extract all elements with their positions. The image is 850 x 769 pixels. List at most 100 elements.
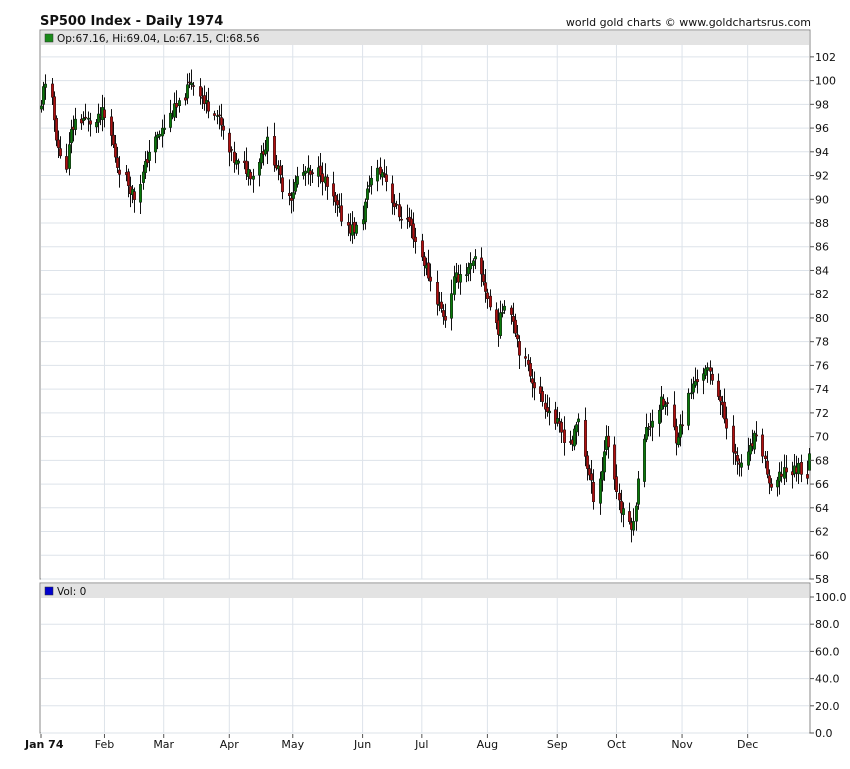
candle xyxy=(82,111,85,126)
candle-body-down xyxy=(336,200,339,206)
candle-body-up xyxy=(368,185,371,187)
candle-body-down xyxy=(127,171,130,187)
candle xyxy=(806,460,809,485)
candle xyxy=(484,268,487,303)
candle xyxy=(510,305,513,325)
candle xyxy=(766,450,769,479)
candle-body-down xyxy=(230,149,233,151)
candle-body-up xyxy=(44,83,47,88)
candle xyxy=(749,438,752,462)
candle xyxy=(482,260,485,286)
candle-body-down xyxy=(133,191,136,200)
candle xyxy=(489,289,492,311)
candle-body-down xyxy=(736,455,739,462)
candle xyxy=(188,72,191,89)
candle xyxy=(764,450,767,469)
candle-body-down xyxy=(332,183,335,197)
candle xyxy=(410,209,413,239)
candle-body-up xyxy=(465,274,468,276)
candle xyxy=(273,122,276,172)
candle-body-down xyxy=(766,460,769,475)
candle-body-down xyxy=(65,156,68,170)
candle-body-up xyxy=(163,127,166,130)
candle-body-down xyxy=(725,418,728,429)
candle xyxy=(563,416,566,456)
candle-body-down xyxy=(696,379,699,383)
candle xyxy=(334,191,337,213)
candle-body-up xyxy=(692,383,695,393)
x-tick-label: Jul xyxy=(414,738,428,751)
candle-body-up xyxy=(87,117,90,120)
candle xyxy=(469,252,472,282)
price-tick-label: 68 xyxy=(815,454,829,467)
candle xyxy=(651,409,654,442)
candle xyxy=(577,413,580,436)
candle xyxy=(770,478,773,491)
candle-body-down xyxy=(482,274,485,283)
candle-body-down xyxy=(311,172,314,175)
candle xyxy=(719,389,722,415)
candle xyxy=(560,418,563,443)
candle xyxy=(421,233,424,262)
candle xyxy=(681,410,684,435)
candle xyxy=(499,300,502,339)
candle-body-up xyxy=(453,276,456,295)
price-tick-label: 74 xyxy=(815,383,829,396)
credit-text: world gold charts © www.goldchartsrus.co… xyxy=(566,16,811,29)
candle xyxy=(245,147,248,180)
candle-body-down xyxy=(116,157,119,168)
candle xyxy=(53,91,56,132)
candle xyxy=(632,508,635,536)
price-tick-label: 82 xyxy=(815,288,829,301)
candle xyxy=(391,175,394,215)
candle xyxy=(302,163,305,180)
candle-body-up xyxy=(294,181,297,192)
candle-body-down xyxy=(279,165,282,176)
candle xyxy=(747,437,750,470)
candle-body-down xyxy=(529,363,532,377)
candle xyxy=(694,367,697,388)
candle xyxy=(440,291,443,313)
candle-body-up xyxy=(690,392,693,395)
candle xyxy=(218,105,221,130)
volume-tick-label: 0.0 xyxy=(815,727,833,740)
candle xyxy=(706,362,709,383)
candles xyxy=(40,69,811,543)
candle xyxy=(290,192,293,214)
candle-body-up xyxy=(74,118,77,130)
candle xyxy=(529,357,532,383)
candle-body-up xyxy=(258,161,261,176)
candle-body-up xyxy=(178,100,181,106)
candle xyxy=(723,388,726,424)
candle xyxy=(127,168,130,198)
candle-body-down xyxy=(245,160,248,175)
candle xyxy=(103,97,106,128)
candle xyxy=(514,313,517,337)
candle-body-down xyxy=(620,500,623,514)
price-tick-label: 100 xyxy=(815,75,836,88)
candle xyxy=(222,118,225,140)
candle xyxy=(423,251,426,277)
candle-body-up xyxy=(467,267,470,275)
candle xyxy=(175,90,178,119)
candle-body-down xyxy=(207,101,210,112)
candle-body-down xyxy=(480,257,483,275)
x-tick-label: Jun xyxy=(353,738,371,751)
candle xyxy=(178,97,181,113)
candle xyxy=(474,249,477,270)
price-grid xyxy=(41,45,809,580)
candle-body-up xyxy=(42,86,45,105)
candle-body-down xyxy=(584,419,587,457)
candle-body-down xyxy=(592,481,595,503)
candle xyxy=(74,107,77,136)
candle-body-down xyxy=(281,177,284,193)
candle-body-up xyxy=(747,451,750,466)
candle xyxy=(395,200,398,210)
candle xyxy=(592,469,595,510)
candle xyxy=(347,213,350,237)
candle-body-down xyxy=(761,434,764,457)
candle xyxy=(472,258,475,273)
candle-body-down xyxy=(666,402,669,404)
candle-body-up xyxy=(266,136,269,152)
